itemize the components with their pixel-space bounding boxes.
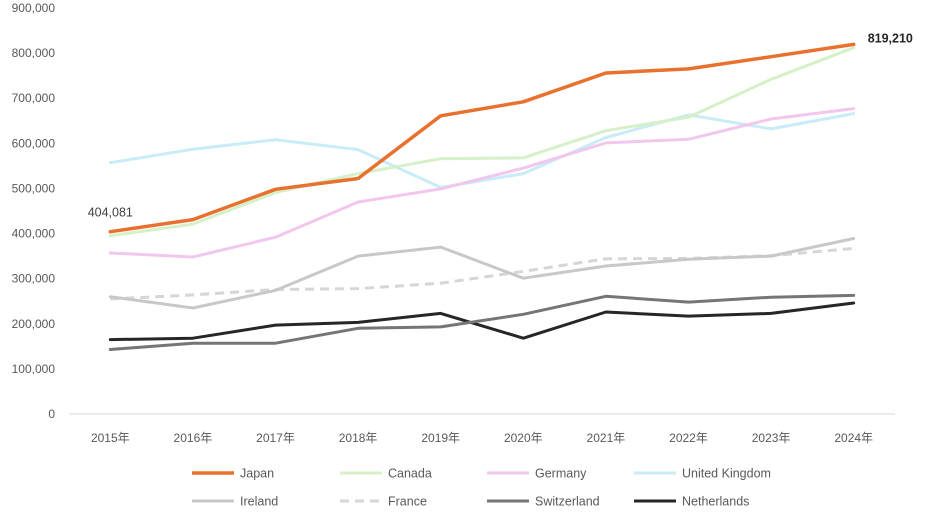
- y-tick-label: 600,000: [12, 136, 56, 150]
- series-layer: [108, 42, 856, 351]
- y-tick-label: 0: [48, 407, 55, 421]
- legend-item-germany: Germany: [487, 467, 587, 481]
- series-line-germany: [108, 107, 856, 259]
- series-line-united-kingdom: [108, 112, 856, 189]
- legend-item-japan: Japan: [192, 467, 274, 481]
- x-tick-label: 2021年: [587, 431, 626, 445]
- x-tick-label: 2015年: [91, 431, 130, 445]
- annotation-layer: 404,081 819,210: [88, 31, 913, 219]
- legend-item-canada: Canada: [340, 467, 432, 481]
- series-line-japan: [108, 42, 856, 234]
- x-tick-label: 2016年: [174, 431, 213, 445]
- y-axis: 0 100,000 200,000 300,000 400,000 500,000 600,…: [12, 1, 56, 421]
- x-tick-label: 2023年: [752, 431, 791, 445]
- x-axis: 2015年 2016年 2017年 2018年 2019年 2020年 2021年 2022年…: [69, 413, 895, 445]
- y-tick-label: 900,000: [12, 1, 56, 15]
- legend-label: France: [388, 495, 427, 509]
- legend-label: Canada: [388, 467, 432, 481]
- x-tick-label: 2024年: [834, 431, 873, 445]
- legend-label: Ireland: [240, 495, 278, 509]
- legend-label: United Kingdom: [682, 467, 771, 481]
- y-tick-label: 400,000: [12, 227, 56, 241]
- legend-label: Netherlands: [682, 495, 749, 509]
- x-tick-label: 2017年: [256, 431, 295, 445]
- x-tick-label: 2018年: [339, 431, 378, 445]
- legend-item-ireland: Ireland: [192, 495, 278, 509]
- data-label: 819,210: [868, 31, 913, 45]
- legend-label: Switzerland: [535, 495, 600, 509]
- data-label: 404,081: [88, 206, 133, 220]
- legend-label: Germany: [535, 467, 587, 481]
- series-line-ireland: [108, 237, 856, 310]
- y-tick-label: 500,000: [12, 181, 56, 195]
- y-tick-label: 300,000: [12, 272, 56, 286]
- y-tick-label: 200,000: [12, 317, 56, 331]
- y-tick-label: 800,000: [12, 46, 56, 60]
- legend-item-united-kingdom: United Kingdom: [634, 467, 771, 481]
- legend-item-switzerland: Switzerland: [487, 495, 600, 509]
- series-line-canada: [108, 46, 856, 238]
- legend-item-france: France: [340, 495, 427, 509]
- series-line-netherlands: [108, 301, 856, 342]
- x-tick-label: 2022年: [669, 431, 708, 445]
- x-tick-label: 2019年: [421, 431, 460, 445]
- y-tick-label: 700,000: [12, 91, 56, 105]
- x-tick-label: 2020年: [504, 431, 543, 445]
- series-line-switzerland: [108, 293, 856, 351]
- legend: Japan Canada Germany United Kingdom Ireland F…: [192, 467, 771, 509]
- legend-label: Japan: [240, 467, 274, 481]
- legend-item-netherlands: Netherlands: [634, 495, 749, 509]
- y-tick-label: 100,000: [12, 362, 56, 376]
